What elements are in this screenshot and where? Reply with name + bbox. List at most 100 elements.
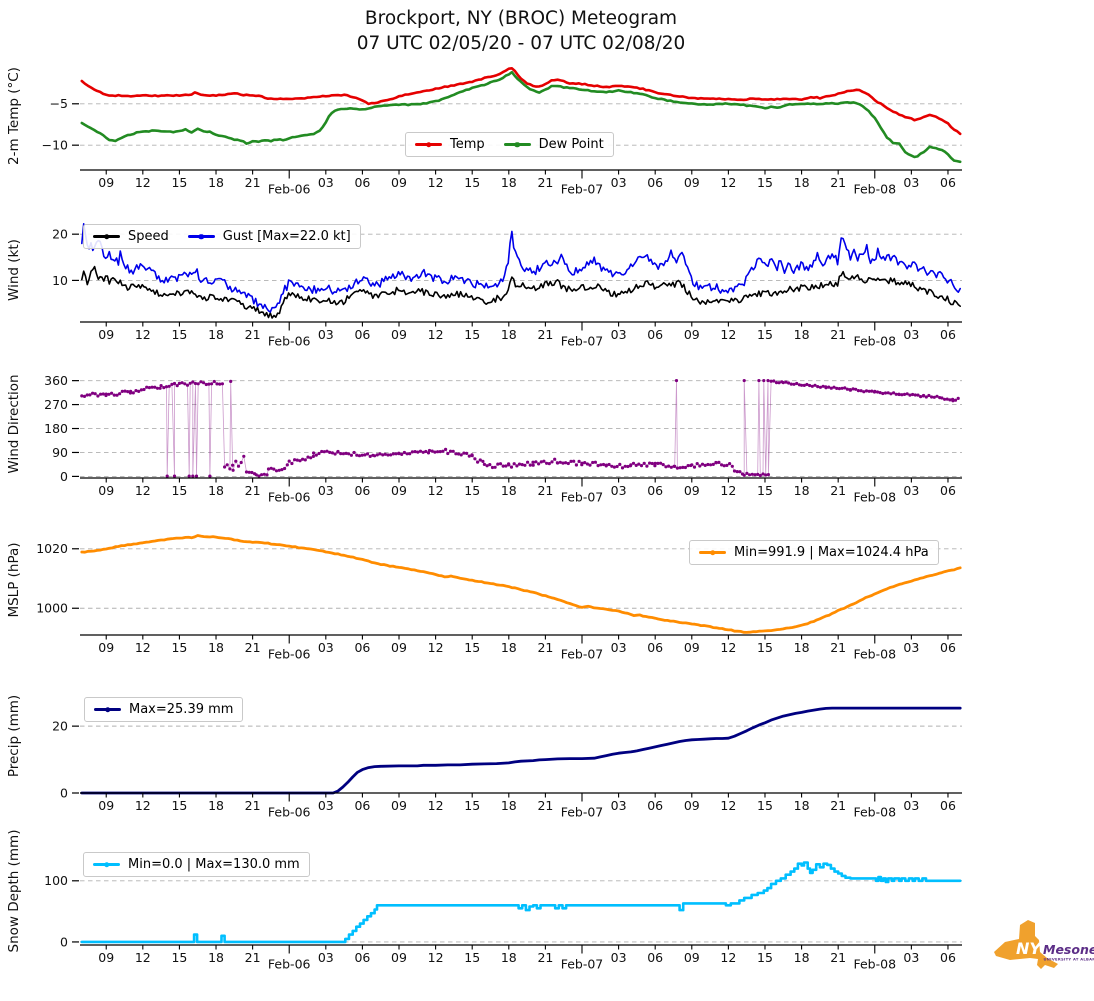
precip-legend: Max=25.39 mm (84, 697, 244, 722)
svg-text:Feb-06: Feb-06 (268, 647, 311, 662)
chart-title: Brockport, NY (BROC) Meteogram (364, 8, 678, 29)
dew-point-line-swatch (503, 143, 531, 146)
svg-text:15: 15 (464, 950, 480, 965)
ylabel-snow-depth: Snow Depth (mm) (6, 829, 22, 953)
svg-text:21: 21 (245, 327, 261, 342)
speed-legend-label: Speed (128, 229, 169, 244)
legend-item-dew-point: Dew Point (503, 136, 604, 153)
svg-text:03: 03 (318, 175, 334, 190)
snow-depth-line-swatch (93, 863, 120, 866)
svg-text:03: 03 (903, 950, 919, 965)
svg-text:0: 0 (60, 934, 68, 949)
svg-text:Feb-06: Feb-06 (268, 490, 311, 505)
svg-text:12: 12 (135, 483, 151, 498)
svg-text:18: 18 (501, 798, 517, 813)
svg-text:15: 15 (171, 175, 187, 190)
svg-text:18: 18 (208, 798, 224, 813)
ylabel-wind-direction: Wind Direction (6, 374, 22, 474)
svg-text:21: 21 (537, 483, 553, 498)
svg-text:21: 21 (245, 483, 261, 498)
svg-text:1020: 1020 (36, 541, 68, 556)
svg-text:12: 12 (135, 950, 151, 965)
svg-text:Feb-08: Feb-08 (853, 490, 896, 505)
svg-text:06: 06 (647, 640, 663, 655)
panel-snow_depth: 09 12 15 18 21 Feb-06 03 06 09 12 15 18 21 Feb-07 03 06… (44, 861, 962, 972)
svg-text:21: 21 (245, 175, 261, 190)
svg-text:03: 03 (903, 798, 919, 813)
panel-precip: 09 12 15 18 21 Feb-06 03 06 09 12 15 18 21 Feb-07 03 06… (52, 706, 962, 820)
svg-text:09: 09 (98, 950, 114, 965)
svg-text:Feb-06: Feb-06 (268, 957, 311, 972)
speed-line-swatch (93, 235, 120, 238)
svg-text:18: 18 (208, 327, 224, 342)
svg-text:03: 03 (611, 950, 627, 965)
svg-text:1000: 1000 (36, 601, 68, 616)
svg-text:Feb-07: Feb-07 (561, 334, 604, 349)
svg-text:21: 21 (830, 327, 846, 342)
svg-text:09: 09 (98, 175, 114, 190)
svg-text:06: 06 (940, 950, 956, 965)
svg-text:180: 180 (44, 421, 68, 436)
svg-text:Feb-08: Feb-08 (853, 334, 896, 349)
svg-text:15: 15 (757, 483, 773, 498)
svg-text:0: 0 (60, 469, 68, 484)
svg-text:−10: −10 (42, 138, 68, 153)
svg-text:15: 15 (757, 950, 773, 965)
svg-text:18: 18 (208, 640, 224, 655)
svg-text:15: 15 (757, 175, 773, 190)
precip-legend-label: Max=25.39 mm (129, 702, 234, 717)
svg-text:21: 21 (830, 640, 846, 655)
nys-mesonet-logo: NYS Mesonet UNIVERSITY AT ALBANY (990, 914, 1094, 976)
svg-text:18: 18 (208, 175, 224, 190)
svg-text:21: 21 (245, 950, 261, 965)
svg-text:15: 15 (464, 175, 480, 190)
svg-text:12: 12 (720, 327, 736, 342)
svg-text:09: 09 (98, 327, 114, 342)
mslp-line-swatch (699, 551, 726, 554)
svg-text:18: 18 (794, 950, 810, 965)
svg-text:Feb-07: Feb-07 (561, 490, 604, 505)
svg-text:12: 12 (135, 798, 151, 813)
wind-legend: Speed Gust [Max=22.0 kt] (83, 224, 361, 249)
svg-text:06: 06 (647, 798, 663, 813)
svg-text:21: 21 (537, 950, 553, 965)
temp-legend: Temp Dew Point (405, 132, 614, 157)
logo-nys-text: NYS (1016, 939, 1053, 958)
svg-text:18: 18 (794, 483, 810, 498)
snow-depth-legend-label: Min=0.0 | Max=130.0 mm (128, 857, 300, 872)
svg-text:09: 09 (684, 950, 700, 965)
svg-text:15: 15 (757, 798, 773, 813)
svg-text:18: 18 (794, 798, 810, 813)
svg-text:09: 09 (391, 327, 407, 342)
svg-text:09: 09 (684, 327, 700, 342)
svg-text:06: 06 (647, 327, 663, 342)
svg-text:360: 360 (44, 373, 68, 388)
ylabel-wind: Wind (kt) (6, 239, 22, 301)
svg-text:03: 03 (903, 640, 919, 655)
svg-text:Feb-06: Feb-06 (268, 182, 311, 197)
gust-line-swatch (187, 235, 215, 238)
svg-text:09: 09 (391, 640, 407, 655)
svg-text:12: 12 (720, 950, 736, 965)
svg-text:06: 06 (354, 950, 370, 965)
svg-text:06: 06 (354, 798, 370, 813)
legend-item-mslp: Min=991.9 | Max=1024.4 hPa (699, 544, 929, 561)
svg-text:06: 06 (354, 327, 370, 342)
temp-line-swatch (415, 143, 442, 146)
svg-text:09: 09 (98, 483, 114, 498)
svg-text:06: 06 (940, 327, 956, 342)
legend-item-speed: Speed (93, 228, 169, 245)
svg-text:15: 15 (757, 327, 773, 342)
svg-text:Feb-08: Feb-08 (853, 805, 896, 820)
svg-text:Feb-08: Feb-08 (853, 182, 896, 197)
svg-text:18: 18 (501, 175, 517, 190)
legend-item-gust: Gust [Max=22.0 kt] (187, 228, 351, 245)
svg-text:18: 18 (501, 950, 517, 965)
svg-text:18: 18 (501, 327, 517, 342)
svg-text:06: 06 (647, 175, 663, 190)
gust-legend-label: Gust [Max=22.0 kt] (222, 229, 351, 244)
svg-text:Feb-07: Feb-07 (561, 647, 604, 662)
svg-text:06: 06 (940, 640, 956, 655)
